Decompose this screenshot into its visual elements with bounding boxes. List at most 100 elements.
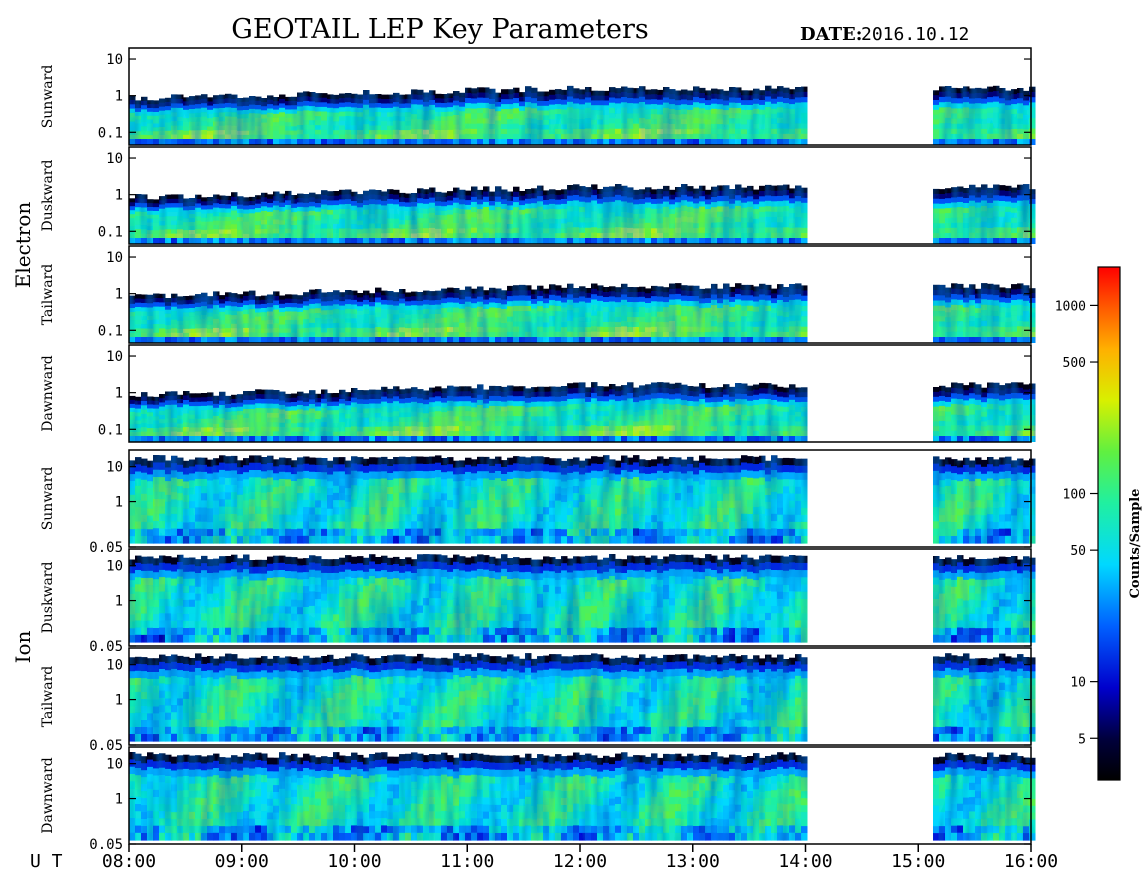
spectrogram-cell [735,310,742,317]
spectrogram-column [675,283,682,343]
spectrogram-column [507,89,514,145]
spectrogram-column [1005,185,1012,244]
spectrogram-cell [1029,218,1036,224]
spectrogram-cell [471,93,478,100]
spectrogram-cell [609,201,616,208]
spectrogram-cell [795,315,802,322]
spectrogram-cell [561,322,568,328]
date-value: 2016.10.12 [861,24,969,45]
spectrogram-cell [189,337,196,343]
spectrogram-cell [453,187,460,194]
spectrogram-cell [249,337,256,343]
spectrogram-cell [657,218,664,224]
spectrogram-cell [375,121,382,127]
spectrogram-cell [345,106,352,112]
spectrogram-cell [255,109,262,115]
spectrogram-column [555,89,562,145]
spectrogram-cell [393,218,400,225]
spectrogram-cell [387,130,394,136]
spectrogram-cell [309,224,316,230]
spectrogram-cell [1029,139,1036,145]
spectrogram-cell [309,313,316,319]
spectrogram-cell [195,112,202,118]
spectrogram-cell [591,189,598,196]
spectrogram-cell [615,302,622,308]
spectrogram-cell [303,292,310,298]
spectrogram-cell [675,207,682,214]
spectrogram-cell [1011,192,1018,199]
spectrogram-cell [645,124,652,130]
spectrogram-cell [339,139,346,145]
spectrogram-cell [501,304,508,310]
spectrogram-cell [279,307,286,313]
spectrogram-cell [771,222,778,229]
spectrogram-cell [483,139,490,145]
spectrogram-cell [231,219,238,225]
spectrogram-column [255,389,262,442]
spectrogram-cell [147,199,154,204]
spectrogram-cell [981,133,988,140]
spectrogram-cell [231,419,238,425]
spectrogram-cell [963,312,970,318]
spectrogram-column [153,293,160,343]
spectrogram-cell [663,297,670,303]
spectrogram-cell [663,87,670,93]
spectrogram-cell [747,227,754,234]
spectrogram-cell [597,331,604,338]
spectrogram-cell [573,139,580,145]
spectrogram-cell [183,324,190,330]
spectrogram-cell [759,238,766,244]
spectrogram-cell [243,126,250,132]
spectrogram-cell [729,189,736,195]
spectrogram-cell [381,224,388,230]
spectrogram-cell [267,117,274,123]
spectrogram-cell [201,328,208,334]
spectrogram-cell [213,220,220,226]
spectrogram-cell [639,291,646,298]
spectrogram-cell [477,291,484,298]
spectrogram-cell [453,91,460,97]
spectrogram-cell [525,321,532,328]
spectrogram-cell [525,198,532,205]
spectrogram-cell [681,124,688,130]
spectrogram-cell [675,283,682,290]
spectrogram-cell [243,114,250,119]
spectrogram-cell [687,316,694,323]
spectrogram-cell [387,189,394,195]
spectrogram-cell [369,116,376,122]
spectrogram-cell [423,97,430,103]
spectrogram-cell [501,119,508,125]
spectrogram-cell [675,197,682,203]
spectrogram-cell [417,223,424,229]
spectrogram-cell [621,91,628,98]
spectrogram-cell [219,225,226,231]
spectrogram-cell [141,203,148,209]
spectrogram-cell [357,125,364,131]
spectrogram-cell [153,199,160,204]
spectrogram-cell [135,428,142,433]
spectrogram-cell [945,233,952,239]
spectrogram-cell [615,128,622,135]
spectrogram-cell [405,94,412,100]
spectrogram-cell [141,122,148,127]
spectrogram-cell [357,194,364,200]
spectrogram-cell [363,99,370,106]
spectrogram-column [303,91,310,145]
spectrogram-cell [585,107,592,114]
spectrogram-cell [675,100,682,106]
spectrogram-cell [459,102,466,108]
spectrogram-cell [519,209,526,216]
spectrogram-column [705,189,712,244]
spectrogram-cell [795,217,802,223]
spectrogram-cell [147,307,154,313]
spectrogram-cell [621,331,628,338]
spectrogram-cell [759,124,766,130]
spectrogram-cell [609,316,616,323]
spectrogram-cell [411,291,418,297]
spectrogram-cell [771,206,778,213]
spectrogram-cell [735,108,742,114]
spectrogram-cell [483,128,490,135]
spectrogram-cell [435,318,442,324]
spectrogram-cell [573,317,580,323]
spectrogram-cell [1023,337,1030,343]
